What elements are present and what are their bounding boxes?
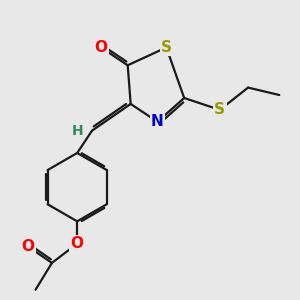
Text: O: O xyxy=(22,239,34,254)
Text: O: O xyxy=(71,236,84,251)
Text: O: O xyxy=(94,40,107,55)
Text: H: H xyxy=(72,124,84,138)
Text: S: S xyxy=(161,40,172,55)
Text: N: N xyxy=(151,114,164,129)
Text: S: S xyxy=(214,102,225,117)
